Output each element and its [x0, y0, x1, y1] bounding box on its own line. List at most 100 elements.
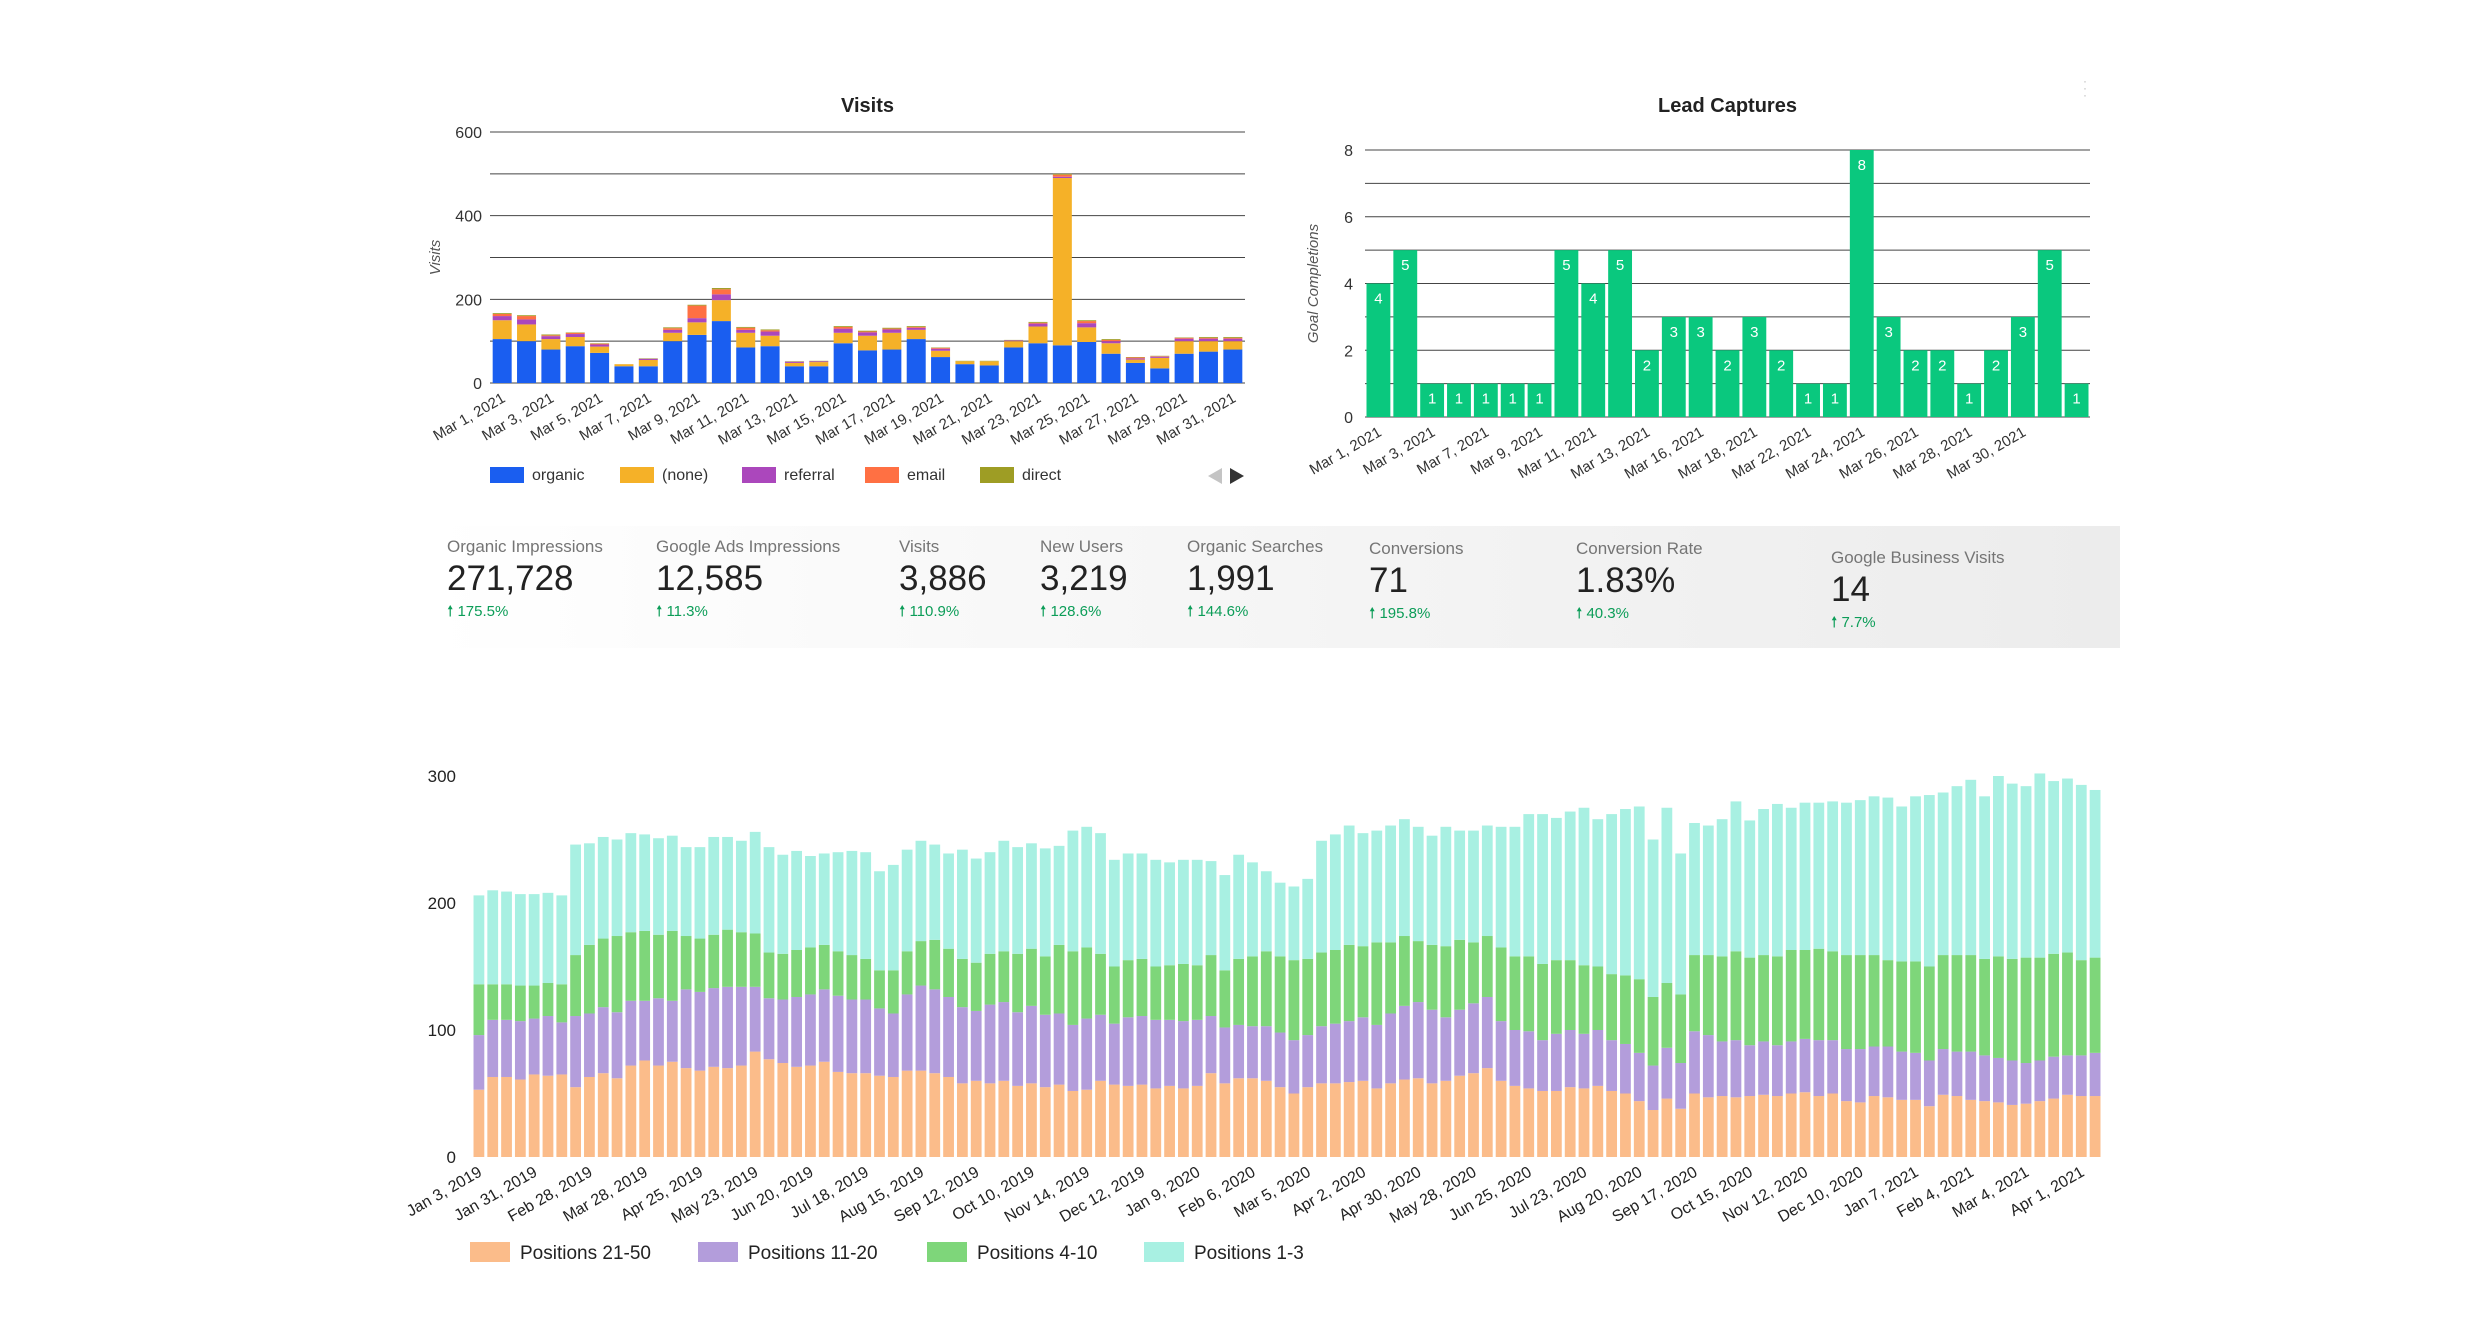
- legend-swatch: [470, 1242, 510, 1262]
- bar-positions-4-10: [501, 984, 512, 1020]
- bar-positions-4-10: [2075, 960, 2087, 1056]
- bar-positions-11-20: [1647, 1065, 1659, 1111]
- bar-positions-11-20: [1785, 1041, 1797, 1094]
- bar-positions-4-10: [1468, 942, 1479, 1004]
- scorecard-value: 12,585: [656, 559, 764, 598]
- bar-email: [1028, 322, 1048, 324]
- bar-positions-1-3: [1841, 802, 1852, 956]
- bar-positions-21-50: [1164, 1085, 1175, 1157]
- bar-positions-1-3: [501, 891, 512, 985]
- bar-positions-21-50: [1578, 1088, 1590, 1157]
- bar-positions-21-50: [694, 1070, 706, 1157]
- bar-positions-21-50: [915, 1070, 927, 1157]
- bar-positions-11-20: [542, 1016, 554, 1076]
- scorecard: Google Ads Impressions 12,585 🠕 11.3%: [656, 537, 840, 626]
- bar-positions-1-3: [1164, 862, 1175, 966]
- bar-positions-21-50: [2020, 1103, 2032, 1157]
- bar-positions-21-50: [1440, 1080, 1452, 1157]
- legend-label: email: [907, 467, 945, 484]
- bar-positions-4-10: [1399, 936, 1410, 1006]
- bar-positions-11-20: [680, 989, 692, 1069]
- bar-positions-1-3: [1702, 825, 1714, 956]
- scorecard-label: New Users: [1040, 537, 1124, 556]
- bar-organic: [687, 334, 707, 383]
- bar-organic: [809, 366, 829, 383]
- bar-positions-4-10: [639, 930, 651, 1001]
- legend-label: Positions 1-3: [1194, 1243, 1304, 1264]
- bar-none: [1052, 178, 1072, 346]
- bar-positions-11-20: [1606, 1040, 1618, 1091]
- bar-positions-21-50: [514, 1079, 526, 1157]
- bar-positions-11-20: [1882, 1046, 1894, 1098]
- bar-positions-4-10: [528, 985, 540, 1019]
- bar-referral: [882, 329, 902, 333]
- bar-positions-4-10: [1178, 963, 1189, 1022]
- bar-positions-1-3: [1620, 809, 1631, 976]
- bar-positions-1-3: [1854, 800, 1866, 956]
- scorecard-value: 71: [1369, 561, 1408, 600]
- bar-positions-11-20: [818, 989, 830, 1062]
- bar-positions-21-50: [970, 1080, 982, 1157]
- legend-prev-icon[interactable]: [1208, 468, 1222, 484]
- bar-positions-21-50: [1371, 1088, 1383, 1157]
- bar-positions-21-50: [1302, 1087, 1314, 1157]
- bar-positions-11-20: [1274, 1032, 1286, 1088]
- legend-next-icon[interactable]: [1230, 468, 1244, 484]
- bar-referral: [809, 361, 829, 363]
- bar-positions-11-20: [1951, 1051, 1963, 1097]
- bar-positions-11-20: [1965, 1051, 1977, 1100]
- bar-positions-11-20: [1316, 1026, 1327, 1084]
- bar-positions-11-20: [2089, 1052, 2101, 1097]
- scorecard-delta-value: 195.8%: [1379, 605, 1431, 622]
- chart-menu-icon[interactable]: · · ·: [2083, 74, 2087, 102]
- bar-positions-4-10: [625, 932, 637, 1001]
- bar-organic: [541, 349, 561, 383]
- bar-positions-4-10: [1702, 955, 1714, 1036]
- bar-positions-11-20: [1164, 1019, 1175, 1086]
- bar-positions-4-10: [1799, 949, 1811, 1039]
- bar-positions-11-20: [749, 986, 761, 1052]
- bar-positions-1-3: [2034, 773, 2046, 958]
- bar-positions-4-10: [1896, 961, 1908, 1052]
- data-label: 2: [1643, 357, 1651, 374]
- bar-email: [565, 332, 585, 335]
- bar-referral: [736, 329, 756, 333]
- bar-positions-1-3: [735, 840, 747, 933]
- bar-positions-21-50: [1026, 1083, 1037, 1157]
- bar-positions-1-3: [1233, 854, 1245, 959]
- bar-email: [1052, 174, 1072, 177]
- data-label: 4: [1374, 291, 1382, 308]
- bar-positions-4-10: [943, 948, 954, 997]
- bar-positions-11-20: [1260, 1026, 1272, 1081]
- bar-positions-1-3: [1758, 809, 1769, 956]
- bar-positions-11-20: [1509, 1030, 1521, 1086]
- bar-positions-21-50: [1937, 1094, 1949, 1157]
- bar-organic: [1052, 345, 1072, 383]
- scorecard-band: [430, 526, 2120, 648]
- data-label: 5: [1616, 257, 1624, 274]
- bar-none: [906, 329, 926, 340]
- bar-positions-21-50: [653, 1065, 664, 1157]
- bar-email: [590, 343, 610, 345]
- bar-positions-1-3: [1399, 819, 1410, 937]
- bar-positions-21-50: [1730, 1097, 1742, 1157]
- bar-positions-1-3: [1578, 807, 1590, 966]
- bar-positions-11-20: [1937, 1049, 1949, 1095]
- bar-positions-4-10: [1758, 955, 1769, 1042]
- bar-positions-21-50: [1288, 1093, 1300, 1157]
- bar-positions-11-20: [1910, 1052, 1921, 1100]
- bar-positions-21-50: [1799, 1092, 1811, 1157]
- y-tick-label: 100: [428, 1021, 456, 1040]
- bar-positions-4-10: [1260, 951, 1272, 1027]
- bar-positions-1-3: [597, 836, 609, 939]
- bar-positions-1-3: [2006, 783, 2018, 959]
- bar-positions-11-20: [556, 1022, 568, 1075]
- bar-positions-1-3: [2089, 789, 2101, 958]
- bar: [1715, 350, 1740, 417]
- scorecard: Organic Impressions 271,728 🠕 175.5%: [447, 537, 603, 626]
- bar-none: [1004, 341, 1024, 348]
- bar-positions-11-20: [584, 1013, 595, 1077]
- scorecard-delta: 🠕 195.8%: [1369, 603, 1464, 628]
- bar-positions-1-3: [1537, 814, 1548, 964]
- bar-positions-11-20: [1095, 1014, 1106, 1081]
